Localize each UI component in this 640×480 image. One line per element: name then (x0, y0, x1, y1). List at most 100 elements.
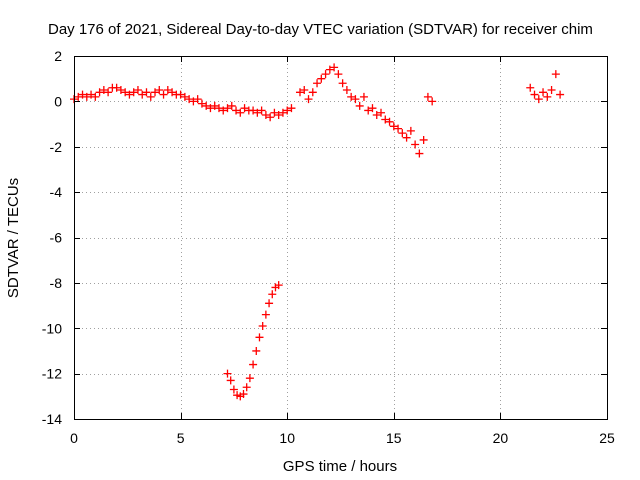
data-point (202, 101, 211, 110)
x-tick-label: 0 (70, 430, 78, 446)
series-sdtvar (70, 63, 565, 401)
data-point (338, 79, 347, 88)
data-point (95, 88, 104, 97)
data-point (321, 70, 330, 79)
data-point (389, 122, 398, 131)
data-point (270, 108, 279, 117)
data-point (530, 90, 539, 99)
data-point (359, 92, 368, 101)
data-point (261, 310, 270, 319)
data-point (261, 110, 270, 119)
data-point (125, 90, 134, 99)
chart-title: Day 176 of 2021, Sidereal Day-to-day VTE… (48, 21, 593, 38)
y-tick-label: 2 (54, 48, 62, 64)
data-point (210, 101, 219, 110)
data-point (551, 70, 560, 79)
data-point (255, 333, 264, 342)
x-tick-label: 20 (493, 430, 509, 446)
data-point (104, 88, 113, 97)
data-point (236, 108, 245, 117)
x-tick-label: 5 (177, 430, 185, 446)
data-point (394, 124, 403, 133)
x-tick-label: 15 (386, 430, 402, 446)
y-tick-label: -4 (50, 184, 63, 200)
data-point (265, 299, 274, 308)
data-point (534, 95, 543, 104)
data-point (402, 133, 411, 142)
data-point (406, 126, 415, 135)
data-point (129, 88, 138, 97)
data-point (138, 90, 147, 99)
data-point (317, 74, 326, 83)
data-point (226, 376, 235, 385)
data-point (214, 104, 223, 113)
data-point (526, 83, 535, 92)
data-point (274, 281, 283, 290)
data-point (133, 86, 142, 95)
data-point (74, 92, 83, 101)
data-point (385, 117, 394, 126)
data-point (381, 115, 390, 124)
data-point (197, 99, 206, 108)
y-tick-label: -12 (42, 366, 62, 382)
data-point (330, 63, 339, 72)
data-point (163, 86, 172, 95)
axis-ticks (74, 56, 608, 420)
data-point (232, 106, 241, 115)
data-point (168, 88, 177, 97)
data-point (377, 108, 386, 117)
y-tick-label: -14 (42, 411, 62, 427)
data-point (295, 88, 304, 97)
data-point (274, 110, 283, 119)
data-point (539, 88, 548, 97)
data-point (372, 110, 381, 119)
data-point (99, 86, 108, 95)
data-point (334, 70, 343, 79)
y-tick-label: -10 (42, 320, 62, 336)
data-point (547, 86, 556, 95)
data-point (151, 88, 160, 97)
data-point (283, 106, 292, 115)
data-point (253, 108, 262, 117)
data-point (180, 92, 189, 101)
data-point (82, 92, 91, 101)
x-tick-label: 25 (599, 430, 615, 446)
y-tick-label: -2 (50, 139, 63, 155)
data-point (428, 97, 437, 106)
grid-lines (74, 56, 607, 419)
data-point (252, 346, 261, 355)
data-point (415, 149, 424, 158)
data-point (91, 92, 100, 101)
data-point (342, 86, 351, 95)
data-point (304, 95, 313, 104)
data-point (258, 321, 267, 330)
data-point (398, 129, 407, 138)
data-point (116, 86, 125, 95)
data-point (257, 106, 266, 115)
data-point (240, 104, 249, 113)
y-tick-label: 0 (54, 93, 62, 109)
tick-labels: 0 5 10 15 20 25 -14 -12 -10 -8 -6 -4 -2 0 2 (42, 48, 615, 446)
data-point (423, 92, 432, 101)
data-point (268, 290, 277, 299)
data-point (245, 374, 254, 383)
data-point (87, 90, 96, 99)
data-point (287, 104, 296, 113)
data-point (146, 92, 155, 101)
data-point (419, 135, 428, 144)
data-point (112, 83, 121, 92)
data-point (266, 113, 275, 122)
data-point (223, 104, 232, 113)
data-point (239, 390, 248, 399)
data-point (411, 140, 420, 149)
data-point (368, 104, 377, 113)
data-point (219, 106, 228, 115)
data-points (70, 63, 565, 401)
data-point (193, 95, 202, 104)
y-tick-label: -8 (50, 275, 63, 291)
data-point (223, 369, 232, 378)
data-point (189, 97, 198, 106)
data-point (185, 95, 194, 104)
data-point (242, 383, 251, 392)
